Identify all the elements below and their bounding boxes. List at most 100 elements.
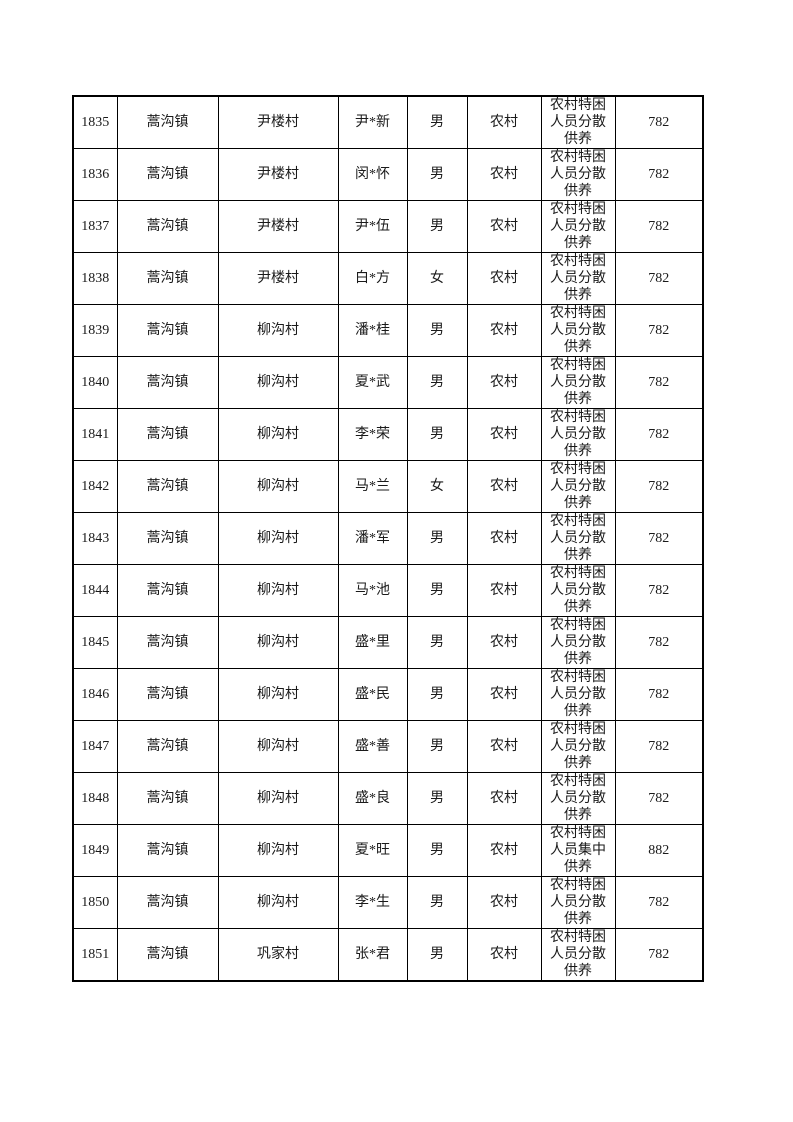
cell-town: 蒿沟镇 — [116, 616, 219, 669]
cell-amount: 782 — [614, 408, 704, 461]
cell-name: 白*方 — [337, 252, 408, 305]
cell-name: 马*池 — [337, 564, 408, 617]
cell-area: 农村 — [466, 95, 542, 149]
cell-gender: 男 — [406, 616, 468, 669]
table-row: 1837 蒿沟镇 尹楼村 尹*伍男农村 农村特困人员分散供养 782 — [72, 200, 704, 253]
cell-amount: 782 — [614, 928, 704, 982]
cell-amount: 782 — [614, 876, 704, 929]
cell-village: 柳沟村 — [217, 720, 339, 773]
cell-gender: 男 — [406, 408, 468, 461]
cell-town: 蒿沟镇 — [116, 95, 219, 149]
cell-amount: 782 — [614, 460, 704, 513]
cell-town: 蒿沟镇 — [116, 928, 219, 982]
cell-area: 农村 — [466, 616, 542, 669]
cell-id: 1837 — [72, 200, 118, 253]
cell-village: 尹楼村 — [217, 200, 339, 253]
table-row: 1843 蒿沟镇 柳沟村 潘*军男农村 农村特困人员分散供养 782 — [72, 512, 704, 565]
cell-area: 农村 — [466, 824, 542, 877]
cell-name: 潘*军 — [337, 512, 408, 565]
cell-id: 1840 — [72, 356, 118, 409]
cell-town: 蒿沟镇 — [116, 824, 219, 877]
cell-town: 蒿沟镇 — [116, 720, 219, 773]
cell-id: 1846 — [72, 668, 118, 721]
cell-amount: 782 — [614, 512, 704, 565]
cell-town: 蒿沟镇 — [116, 408, 219, 461]
cell-area: 农村 — [466, 876, 542, 929]
cell-village: 柳沟村 — [217, 616, 339, 669]
cell-name: 盛*民 — [337, 668, 408, 721]
cell-category: 农村特困人员分散供养 — [540, 252, 616, 305]
cell-area: 农村 — [466, 668, 542, 721]
assistance-roster-table: 1835 蒿沟镇 尹楼村 尹*新男农村 农村特困人员分散供养 782 1836 蒿沟镇 尹楼村闵… — [72, 95, 704, 982]
cell-village: 柳沟村 — [217, 876, 339, 929]
cell-gender: 男 — [406, 356, 468, 409]
cell-name: 盛*善 — [337, 720, 408, 773]
cell-category: 农村特困人员分散供养 — [540, 668, 616, 721]
cell-town: 蒿沟镇 — [116, 356, 219, 409]
cell-name: 张*君 — [337, 928, 408, 982]
cell-category: 农村特困人员分散供养 — [540, 95, 616, 149]
table-row: 1842 蒿沟镇 柳沟村 马*兰女农村 农村特困人员分散供养 782 — [72, 460, 704, 513]
cell-area: 农村 — [466, 304, 542, 357]
cell-village: 尹楼村 — [217, 252, 339, 305]
cell-amount: 882 — [614, 824, 704, 877]
table-row: 1848 蒿沟镇 柳沟村 盛*良男农村 农村特困人员分散供养 782 — [72, 772, 704, 825]
cell-town: 蒿沟镇 — [116, 876, 219, 929]
cell-gender: 女 — [406, 252, 468, 305]
cell-amount: 782 — [614, 95, 704, 149]
cell-gender: 男 — [406, 668, 468, 721]
cell-gender: 男 — [406, 772, 468, 825]
cell-name: 闵*怀 — [337, 148, 408, 201]
cell-area: 农村 — [466, 408, 542, 461]
cell-id: 1844 — [72, 564, 118, 617]
cell-amount: 782 — [614, 356, 704, 409]
cell-amount: 782 — [614, 304, 704, 357]
table-row: 1835 蒿沟镇 尹楼村 尹*新男农村 农村特困人员分散供养 782 — [72, 95, 704, 149]
cell-name: 盛*里 — [337, 616, 408, 669]
cell-category: 农村特困人员分散供养 — [540, 200, 616, 253]
cell-village: 柳沟村 — [217, 304, 339, 357]
cell-id: 1843 — [72, 512, 118, 565]
cell-gender: 男 — [406, 564, 468, 617]
table-row: 1840 蒿沟镇 柳沟村 夏*武男农村 农村特困人员分散供养 782 — [72, 356, 704, 409]
cell-category: 农村特困人员分散供养 — [540, 512, 616, 565]
cell-name: 夏*武 — [337, 356, 408, 409]
table-row: 1841 蒿沟镇 柳沟村 李*荣男农村 农村特困人员分散供养 782 — [72, 408, 704, 461]
cell-area: 农村 — [466, 460, 542, 513]
cell-id: 1845 — [72, 616, 118, 669]
cell-gender: 男 — [406, 200, 468, 253]
cell-name: 盛*良 — [337, 772, 408, 825]
cell-village: 柳沟村 — [217, 824, 339, 877]
cell-village: 巩家村 — [217, 928, 339, 982]
cell-town: 蒿沟镇 — [116, 564, 219, 617]
cell-area: 农村 — [466, 148, 542, 201]
cell-name: 李*荣 — [337, 408, 408, 461]
cell-name: 尹*新 — [337, 95, 408, 149]
cell-gender: 男 — [406, 876, 468, 929]
cell-id: 1835 — [72, 95, 118, 149]
cell-amount: 782 — [614, 200, 704, 253]
cell-gender: 男 — [406, 304, 468, 357]
cell-gender: 女 — [406, 460, 468, 513]
cell-name: 李*生 — [337, 876, 408, 929]
table-row: 1845 蒿沟镇 柳沟村 盛*里男农村 农村特困人员分散供养 782 — [72, 616, 704, 669]
cell-name: 潘*桂 — [337, 304, 408, 357]
cell-area: 农村 — [466, 200, 542, 253]
cell-gender: 男 — [406, 720, 468, 773]
cell-area: 农村 — [466, 512, 542, 565]
table-row: 1850 蒿沟镇 柳沟村 李*生男农村 农村特困人员分散供养 782 — [72, 876, 704, 929]
cell-category: 农村特困人员分散供养 — [540, 356, 616, 409]
cell-id: 1849 — [72, 824, 118, 877]
table-body: 1835 蒿沟镇 尹楼村 尹*新男农村 农村特困人员分散供养 782 1836 蒿沟镇 尹楼村闵… — [72, 95, 704, 982]
cell-area: 农村 — [466, 928, 542, 982]
cell-id: 1850 — [72, 876, 118, 929]
cell-gender: 男 — [406, 512, 468, 565]
cell-area: 农村 — [466, 564, 542, 617]
cell-gender: 男 — [406, 928, 468, 982]
cell-gender: 男 — [406, 95, 468, 149]
cell-id: 1847 — [72, 720, 118, 773]
table-row: 1851 蒿沟镇 巩家村 张*君男农村 农村特困人员分散供养 782 — [72, 928, 704, 982]
cell-area: 农村 — [466, 252, 542, 305]
cell-amount: 782 — [614, 252, 704, 305]
cell-village: 柳沟村 — [217, 356, 339, 409]
